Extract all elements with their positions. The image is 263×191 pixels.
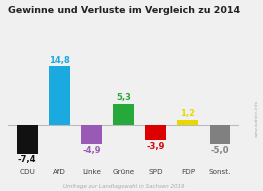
Bar bbox=[145, 125, 166, 140]
Bar bbox=[81, 125, 102, 144]
Text: www.wahlen.info: www.wahlen.info bbox=[254, 100, 259, 137]
Bar bbox=[178, 120, 198, 125]
Text: 14,8: 14,8 bbox=[49, 56, 70, 65]
Text: -4,9: -4,9 bbox=[82, 146, 101, 155]
Text: 5,3: 5,3 bbox=[116, 93, 131, 102]
Text: -3,9: -3,9 bbox=[146, 142, 165, 151]
Bar bbox=[49, 66, 70, 125]
Bar bbox=[17, 125, 38, 154]
Text: 1,2: 1,2 bbox=[180, 109, 195, 118]
Text: Gewinne und Verluste im Vergleich zu 2014: Gewinne und Verluste im Vergleich zu 201… bbox=[8, 6, 240, 15]
Text: Umfrage zur Landtagswahl in Sachsen 2019: Umfrage zur Landtagswahl in Sachsen 2019 bbox=[63, 184, 184, 189]
Bar bbox=[210, 125, 230, 144]
Text: -7,4: -7,4 bbox=[18, 155, 37, 164]
Bar bbox=[113, 104, 134, 125]
Text: -5,0: -5,0 bbox=[211, 146, 229, 155]
